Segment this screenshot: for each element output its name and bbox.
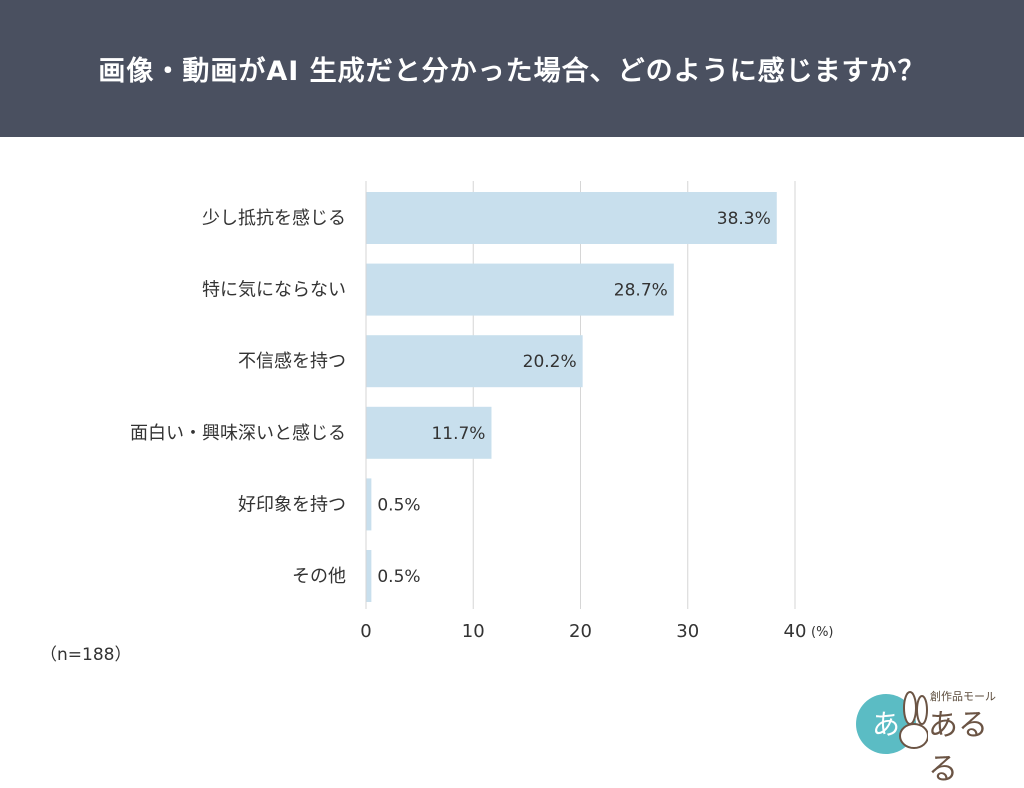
logo-badge-text: あ — [872, 708, 900, 741]
header-banner: 画像・動画がAI 生成だと分かった場合、どのように感じますか？ — [0, 0, 1024, 137]
x-tick-label-10: 10 — [462, 621, 485, 642]
logo-name: あるる — [928, 708, 988, 787]
category-label-2: 不信感を持つ — [238, 351, 346, 372]
bar-0 — [366, 192, 777, 244]
category-label-3: 面白い・興味深いと感じる — [130, 423, 346, 444]
bar-5 — [366, 550, 372, 602]
category-label-1: 特に気にならない — [202, 280, 346, 301]
data-label-0: 38.3% — [717, 209, 771, 229]
brand-logo: あ 創作品モール あるる — [852, 686, 1012, 787]
x-tick-label-30: 30 — [676, 621, 699, 642]
data-label-5: 0.5% — [377, 567, 420, 587]
chart-title: 画像・動画がAI 生成だと分かった場合、どのように感じますか？ — [98, 56, 926, 87]
category-label-5: その他 — [292, 566, 346, 587]
bar-3 — [366, 406, 492, 459]
logo-tagline: 創作品モール — [930, 690, 996, 703]
rabbit-logo-icon: あ — [856, 691, 929, 754]
data-label-2: 20.2% — [523, 352, 577, 372]
bar-4 — [366, 478, 372, 531]
bar-1 — [366, 263, 674, 316]
category-label-0: 少し抵抗を感じる — [202, 208, 346, 229]
category-label-4: 好印象を持つ — [238, 494, 346, 515]
bar-chart: 少し抵抗を感じる 38.3% 特に気にならない 28.7% 不信感を持つ 20.2% 面白い… — [130, 181, 834, 642]
x-tick-label-40: 40 — [784, 621, 807, 642]
data-label-1: 28.7% — [614, 281, 668, 301]
sample-size-note: （n=188） — [40, 645, 132, 665]
data-label-4: 0.5% — [377, 495, 420, 515]
x-unit-label: (%) — [811, 625, 834, 640]
x-tick-label-20: 20 — [569, 621, 592, 642]
bar-2 — [366, 335, 583, 388]
data-label-3: 11.7% — [431, 424, 485, 444]
x-tick-label-0: 0 — [360, 621, 371, 642]
